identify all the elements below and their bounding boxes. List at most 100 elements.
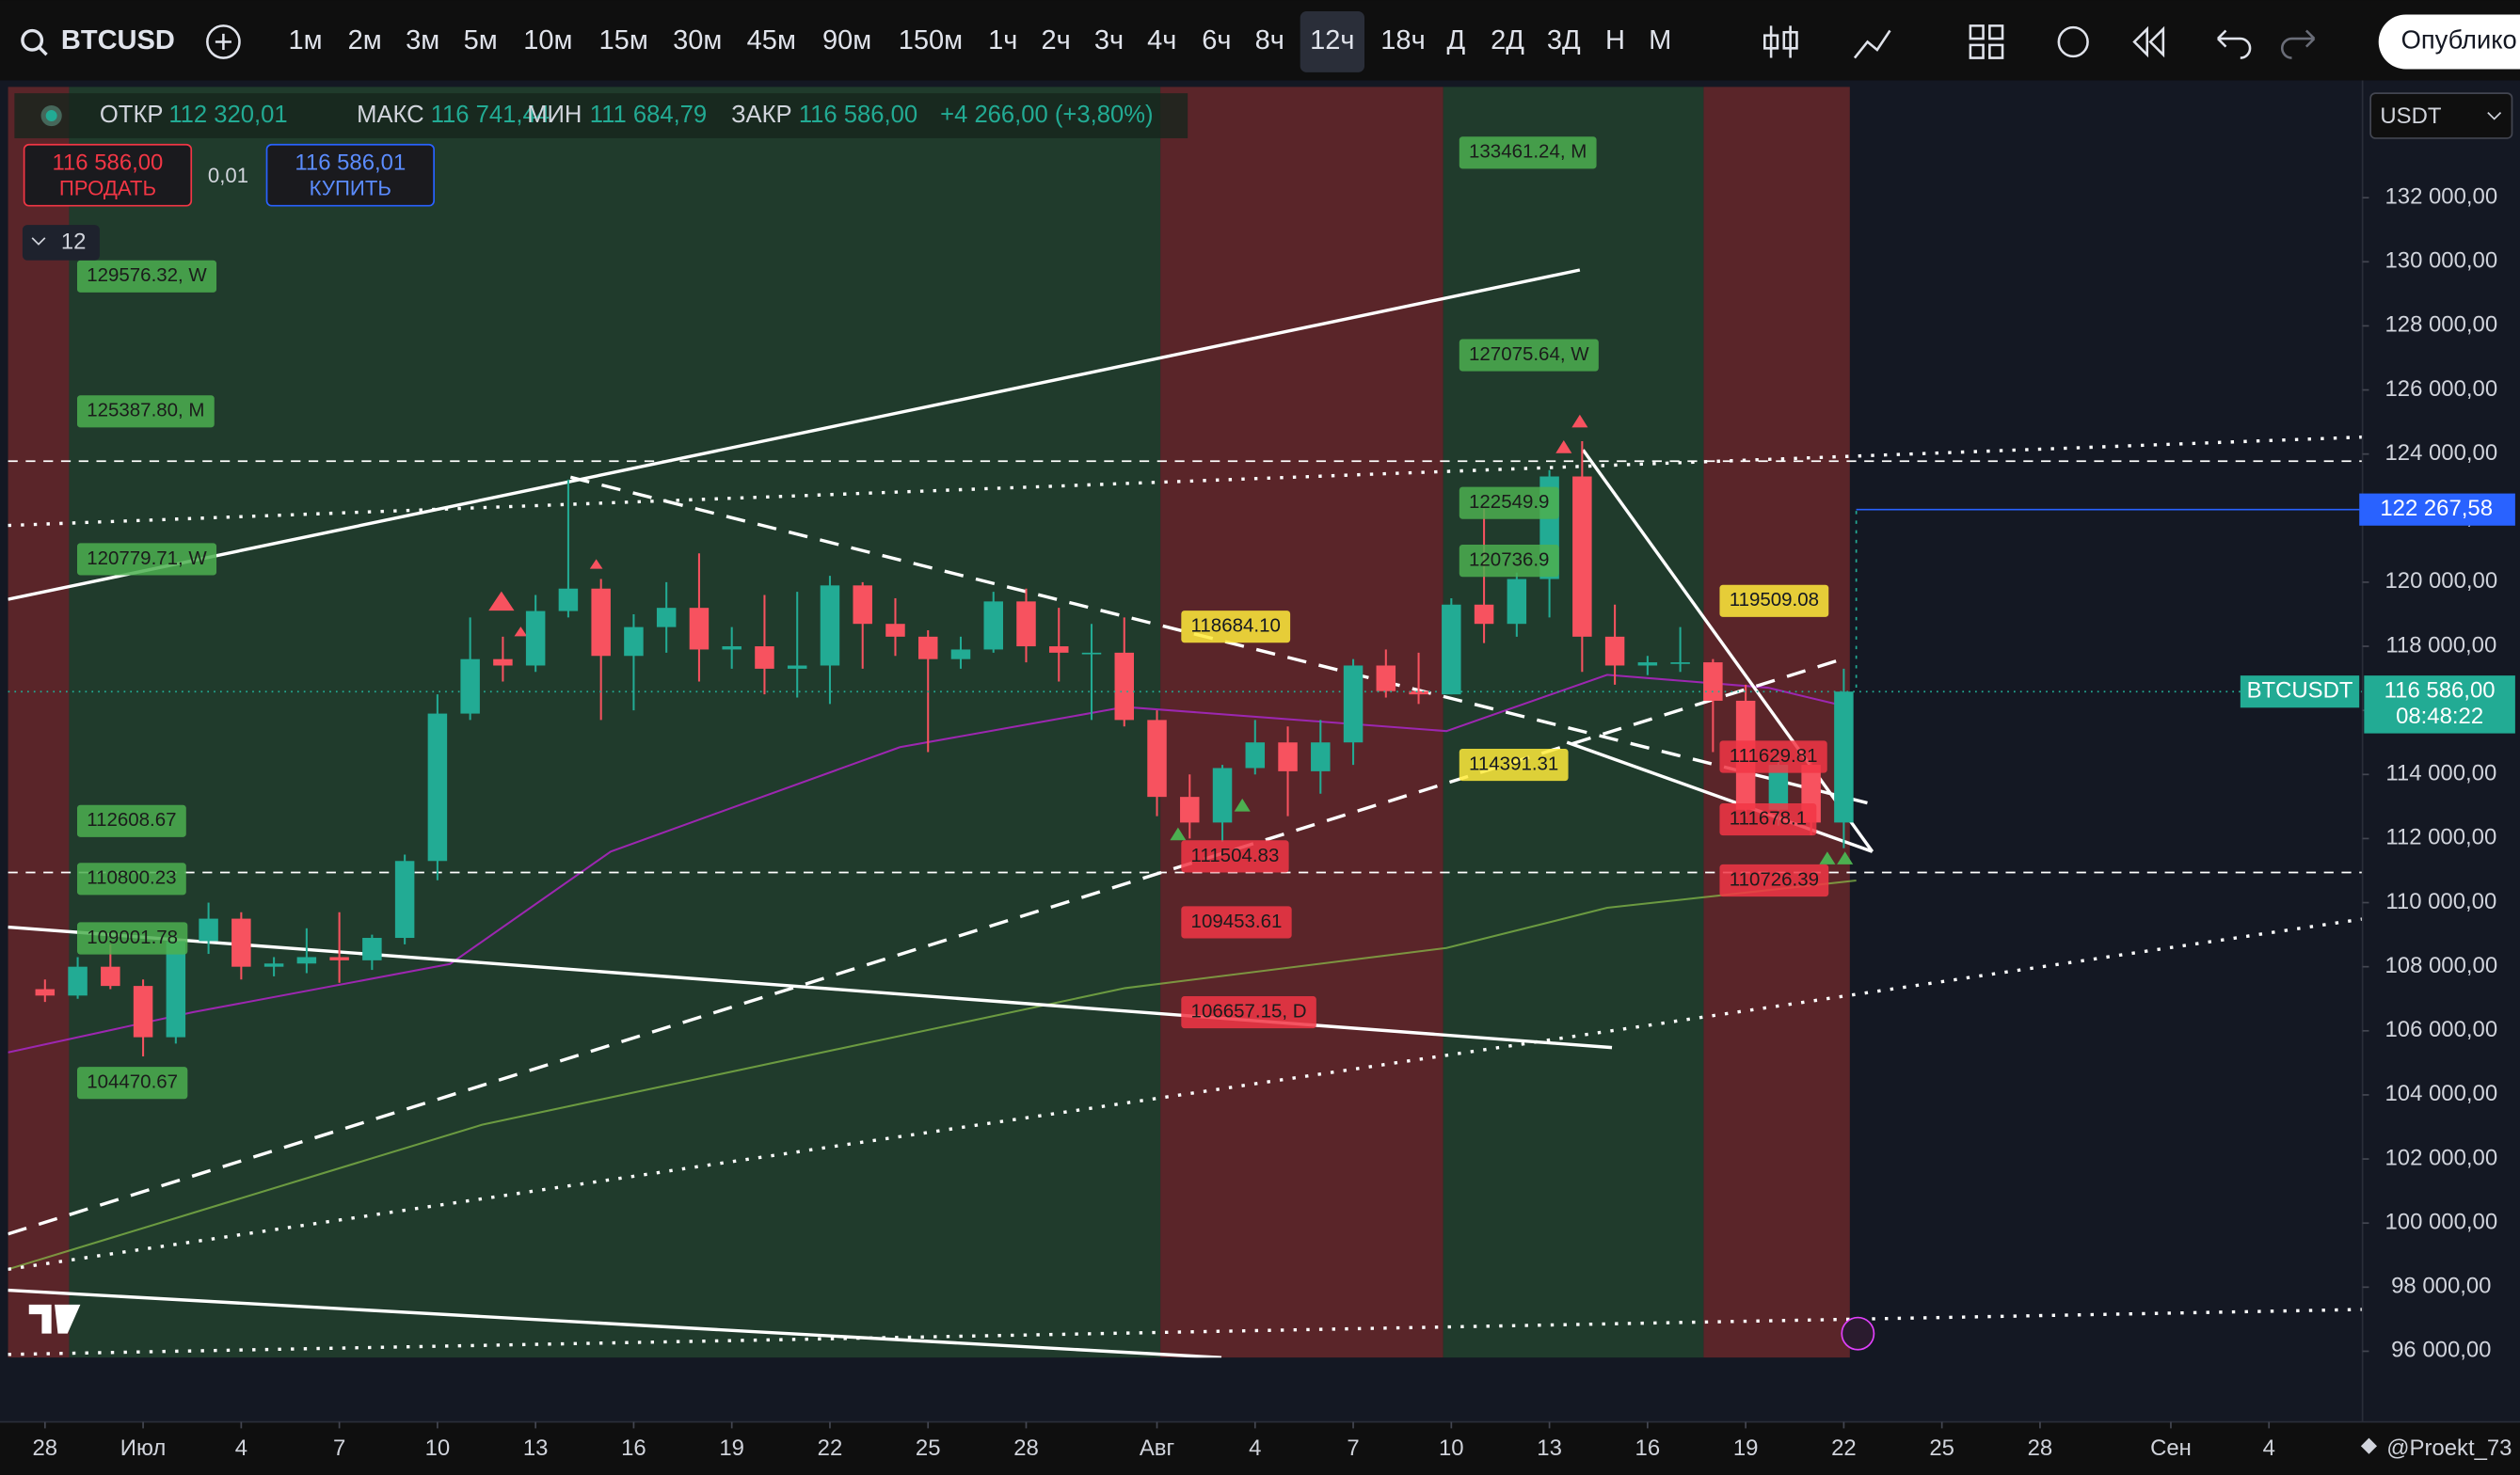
interval-button[interactable]: 10м <box>523 25 572 56</box>
symbol-label: BTCUSDT <box>2247 678 2353 704</box>
sell-button[interactable] <box>23 143 193 207</box>
level-label: 118684.10 <box>1181 611 1291 643</box>
interval-button[interactable]: 1м <box>288 25 322 56</box>
interval-button[interactable]: 8ч <box>1255 25 1284 56</box>
candle-body <box>329 957 349 960</box>
x-tick-label: 22 <box>1831 1435 1857 1461</box>
y-tick-label: 114 000,00 <box>2385 761 2496 786</box>
level-label-bg <box>76 863 186 896</box>
publish-button[interactable] <box>2378 14 2520 70</box>
interval-button[interactable]: 90м <box>822 25 871 56</box>
interval-button[interactable]: 3ч <box>1094 25 1124 56</box>
y-tick-label: 104 000,00 <box>2384 1081 2497 1106</box>
interval-button[interactable]: 12ч <box>1310 25 1354 56</box>
level-label-bg <box>1719 740 1827 773</box>
candle-body <box>983 601 1003 650</box>
indicators[interactable] <box>1853 29 1891 59</box>
level-label: 111504.83 <box>1181 840 1289 873</box>
layouts[interactable] <box>1969 24 2004 59</box>
x-tick-label: 28 <box>1013 1435 1039 1461</box>
countdown: 08:48:22 <box>2396 704 2483 729</box>
level-label: 127075.64, W <box>1459 339 1599 372</box>
x-tick-label: Июл <box>120 1435 167 1461</box>
level-label-text: 122549.9 <box>1469 491 1549 513</box>
level-label-bg <box>76 395 215 428</box>
currency-box[interactable] <box>2369 92 2513 139</box>
search-icon[interactable] <box>21 28 44 52</box>
level-label: 111678.1 <box>1719 803 1817 836</box>
undo[interactable] <box>2217 29 2252 59</box>
candle-body <box>917 636 938 659</box>
level-label-bg <box>1181 840 1289 873</box>
interval-selected <box>1300 11 1365 72</box>
candle-body <box>166 941 186 1038</box>
y-tick-label: 130 000,00 <box>2384 248 2497 274</box>
sell-price: 116 586,00 <box>52 151 163 176</box>
level-label: 104470.67 <box>76 1067 188 1100</box>
moving-average <box>8 879 1857 1271</box>
interval-button[interactable]: 18ч <box>1380 25 1425 56</box>
open-value: 112 320,01 <box>168 102 287 128</box>
interval-button[interactable]: 6ч <box>1202 25 1231 56</box>
price-label: 122 267,58 <box>2380 496 2493 521</box>
bolt-icon[interactable] <box>1841 1316 1875 1351</box>
y-tick-label: 100 000,00 <box>2384 1209 2497 1234</box>
x-tick-label: 7 <box>333 1435 345 1461</box>
x-tick-label: 7 <box>1347 1435 1359 1461</box>
x-tick-label: 13 <box>523 1435 549 1461</box>
interval-button[interactable]: 150м <box>899 25 963 56</box>
level-label: 114391.31 <box>1459 748 1569 782</box>
level-label-bg <box>76 1067 188 1100</box>
level-label-bg <box>1181 906 1292 939</box>
interval-button[interactable]: 1ч <box>988 25 1017 56</box>
chevron <box>31 237 46 246</box>
interval-button[interactable]: 45м <box>747 25 796 56</box>
chart-type[interactable] <box>1763 25 1798 58</box>
interval-button[interactable]: 2Д <box>1491 25 1524 56</box>
redo[interactable] <box>2281 29 2316 59</box>
candle-body <box>199 918 218 942</box>
interval-button[interactable]: 3м <box>406 25 439 56</box>
alert[interactable] <box>2057 25 2089 58</box>
y-tick-label: 128 000,00 <box>2384 312 2497 338</box>
level-label: 111629.81 <box>1719 740 1827 773</box>
level-label: 109001.78 <box>76 922 188 955</box>
level-label-bg <box>1459 545 1559 578</box>
y-tick-label: 112 000,00 <box>2385 825 2496 850</box>
candle-body <box>1212 768 1233 823</box>
interval-button[interactable]: 2ч <box>1041 25 1070 56</box>
interval-button[interactable]: 5м <box>464 25 498 56</box>
candle-body <box>820 585 840 666</box>
low-label: МИН <box>527 102 582 128</box>
indicators-toggle[interactable] <box>22 225 100 261</box>
interval-button[interactable]: Н <box>1605 25 1625 56</box>
y-tick-label: 106 000,00 <box>2384 1017 2497 1042</box>
sessions <box>8 87 1850 1358</box>
interval-button[interactable]: М <box>1649 25 1671 56</box>
interval-button[interactable]: 2м <box>348 25 382 56</box>
symbol[interactable]: BTCUSD <box>61 25 175 56</box>
y-tick-label: 96 000,00 <box>2391 1338 2491 1363</box>
add-symbol[interactable] <box>206 24 241 59</box>
level-label-bg <box>1459 486 1559 519</box>
level-label-text: 111629.81 <box>1730 745 1818 767</box>
chevron <box>2487 112 2502 120</box>
interval-button[interactable]: 3Д <box>1547 25 1581 56</box>
x-tick-label: 13 <box>1537 1435 1562 1461</box>
candle-body <box>68 966 88 996</box>
level-label-text: 104470.67 <box>87 1071 178 1093</box>
high-value: 116 741,44 <box>431 102 550 128</box>
level-label-bg <box>1459 339 1599 372</box>
toolbar-items: BTCUSD Опублико 1м 2м 3м 5м 10м 15м 30м 45м 90м 1… <box>21 11 2520 72</box>
y-tick-label: 124 000,00 <box>2384 440 2497 466</box>
trend-line <box>8 925 1613 1050</box>
replay[interactable] <box>2132 25 2165 58</box>
interval-button[interactable]: 15м <box>599 25 648 56</box>
buy-button[interactable] <box>265 143 435 207</box>
interval-button[interactable]: 30м <box>673 25 722 56</box>
high-label: МАКС <box>357 102 424 128</box>
candle-body <box>722 646 742 650</box>
interval-button[interactable]: 4ч <box>1147 25 1176 56</box>
interval-button[interactable]: Д <box>1447 25 1466 56</box>
level-label-bg <box>1459 136 1597 169</box>
